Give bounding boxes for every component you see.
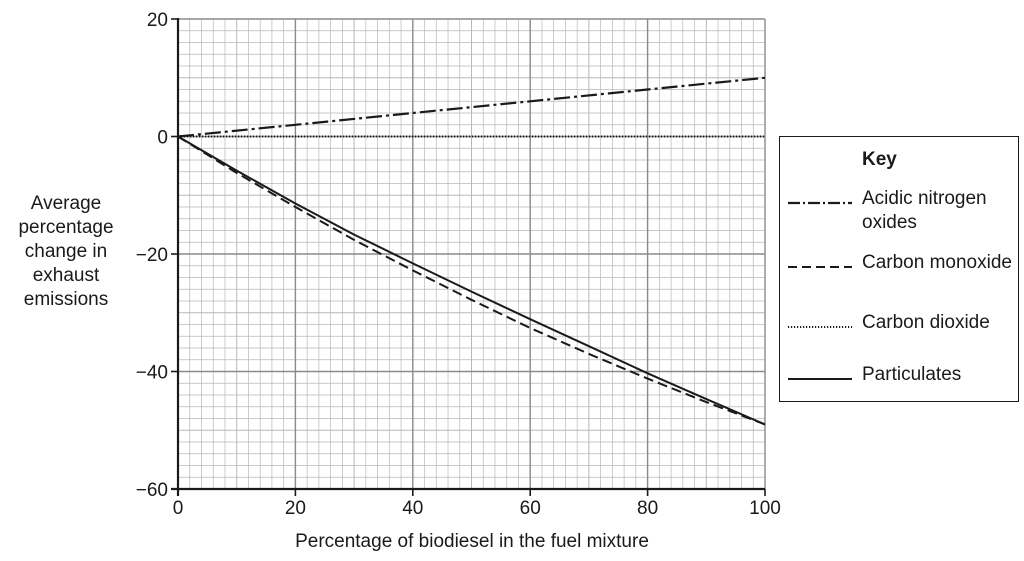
y-tick-label: −60 <box>136 480 168 501</box>
series-line-carbon-monoxide <box>177 135 766 426</box>
legend-swatch-dashed <box>788 266 852 268</box>
tick-labels: 0 20 40 60 80 100 20 0 −20 −40 −60 <box>136 10 781 519</box>
y-tick-label: −40 <box>136 363 168 384</box>
legend: Key Acidic nitrogen oxides Carbon monoxi… <box>779 136 1019 402</box>
x-tick-label: 20 <box>285 498 306 519</box>
legend-swatch-dotted <box>788 326 852 328</box>
legend-label: Carbon monoxide <box>862 252 1012 273</box>
series-line-acidic-nitrogen-oxides <box>177 76 766 138</box>
x-tick-label: 0 <box>173 498 184 519</box>
axes <box>171 18 766 496</box>
x-tick-label: 100 <box>749 498 781 519</box>
legend-swatch-solid <box>788 378 852 380</box>
y-tick-label: −20 <box>136 245 168 266</box>
legend-swatch-dash-dot <box>788 201 852 205</box>
x-tick-label: 80 <box>637 498 658 519</box>
x-tick-label: 40 <box>402 498 423 519</box>
series-lines <box>177 76 766 426</box>
legend-label: Particulates <box>862 364 962 385</box>
legend-label: Acidic nitrogen oxides <box>862 188 987 233</box>
x-axis-label: Percentage of biodiesel in the fuel mixt… <box>295 531 649 552</box>
y-tick-label: 20 <box>147 10 168 31</box>
legend-label: Carbon dioxide <box>862 312 990 333</box>
x-tick-label: 60 <box>520 498 541 519</box>
series-line-particulates <box>177 135 766 426</box>
y-axis-label: Average percentage change in exhaust emi… <box>18 193 114 310</box>
y-tick-label: 0 <box>157 128 168 149</box>
legend-title: Key <box>862 149 897 170</box>
